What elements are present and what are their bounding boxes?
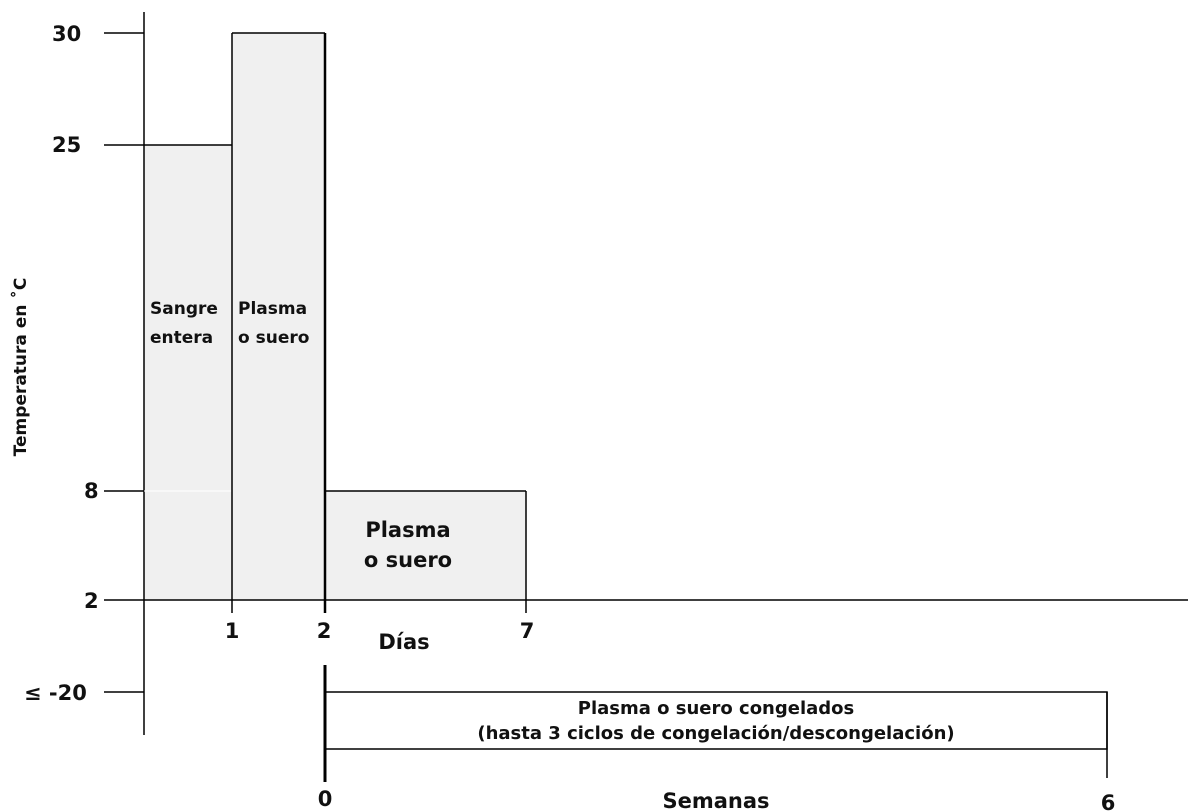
whole-blood-label-line1: Sangre <box>150 299 218 319</box>
weeks-axis-title: Semanas <box>662 789 769 811</box>
day-tick-1: 1 <box>225 619 240 643</box>
y-axis-title: Temperatura en ˚C <box>9 278 31 457</box>
y-tick-label-2: 2 <box>84 589 99 613</box>
y-tick-label-25: 25 <box>52 133 81 157</box>
days-axis-title: Días <box>378 630 429 654</box>
y-tick-label-8: 8 <box>84 479 99 503</box>
plasma-room-label-line1: Plasma <box>238 299 307 319</box>
whole-blood-label-line2: entera <box>150 328 213 348</box>
region-whole-blood <box>144 145 232 600</box>
plasma-fridge-label-line2: o suero <box>364 548 452 572</box>
plasma-frozen-label-line2: (hasta 3 ciclos de congelación/descongel… <box>477 723 954 744</box>
plasma-room-label-line2: o suero <box>238 328 309 348</box>
y-tick-label-minus20: ≤ -20 <box>24 681 87 705</box>
plasma-frozen-label-line1: Plasma o suero congelados <box>578 698 855 719</box>
plasma-fridge-label-line1: Plasma <box>365 518 450 542</box>
region-plasma-room-temp <box>232 33 325 600</box>
week-tick-0: 0 <box>318 787 333 811</box>
y-tick-label-30: 30 <box>52 22 81 46</box>
day-tick-7: 7 <box>520 619 535 643</box>
region-plasma-fridge <box>325 491 526 600</box>
week-tick-6: 6 <box>1101 791 1116 811</box>
day-tick-2: 2 <box>317 619 332 643</box>
